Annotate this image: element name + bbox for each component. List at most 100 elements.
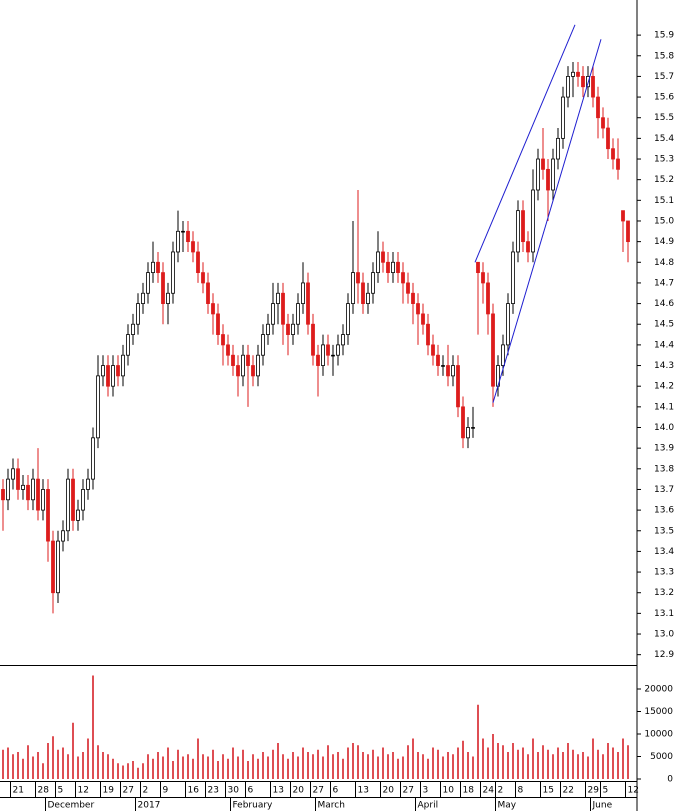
y-tick-label: 13.9 bbox=[654, 444, 674, 454]
candle-body bbox=[51, 540, 55, 594]
y-tick-label: 13.7 bbox=[654, 485, 674, 495]
candle-body bbox=[206, 282, 210, 304]
volume-bar bbox=[327, 745, 329, 779]
volume-bar bbox=[27, 745, 29, 779]
volume-bar bbox=[137, 767, 139, 779]
x-tick-label: 30 bbox=[228, 786, 240, 796]
volume-bar bbox=[127, 763, 129, 779]
volume-bar bbox=[257, 758, 259, 779]
volume-bar bbox=[197, 738, 199, 779]
volume-bar bbox=[317, 749, 319, 779]
volume-bar bbox=[172, 761, 174, 779]
candle-body bbox=[1, 489, 5, 501]
volume-bar bbox=[342, 758, 344, 779]
volume-bar bbox=[117, 763, 119, 779]
candle-body bbox=[621, 210, 625, 222]
candle-body bbox=[456, 365, 460, 408]
volume-bar bbox=[502, 745, 504, 779]
candle-body bbox=[346, 303, 350, 335]
y-tick-label: 15.2 bbox=[654, 175, 674, 185]
candle-body bbox=[536, 158, 540, 191]
volume-bar bbox=[542, 745, 544, 779]
candle-body bbox=[6, 478, 10, 501]
volume-bar bbox=[387, 754, 389, 779]
candle-body bbox=[501, 344, 505, 366]
volume-bar bbox=[347, 747, 349, 779]
candle-body bbox=[306, 282, 310, 325]
volume-bar bbox=[47, 743, 49, 779]
candle-body bbox=[491, 313, 495, 387]
volume-bar bbox=[322, 756, 324, 779]
x-tick-label: 27 bbox=[313, 786, 324, 796]
volume-bar bbox=[92, 675, 94, 779]
y-tick-label: 15000 bbox=[644, 707, 673, 717]
volume-bar bbox=[52, 736, 54, 779]
month-label: February bbox=[233, 801, 274, 811]
candle-body bbox=[176, 230, 180, 253]
candle-body bbox=[156, 261, 160, 274]
volume-bar bbox=[452, 754, 454, 779]
candle-body bbox=[446, 365, 450, 377]
volume-bar bbox=[587, 756, 589, 779]
y-tick-label: 14.6 bbox=[654, 299, 674, 309]
volume-bar bbox=[352, 743, 354, 779]
y-tick-label: 15.1 bbox=[654, 196, 674, 206]
candle-body bbox=[61, 530, 65, 542]
y-tick-label: 15.8 bbox=[654, 51, 674, 61]
y-tick-label: 15.9 bbox=[654, 31, 674, 41]
y-tick-label: 13.4 bbox=[654, 547, 674, 557]
volume-bar bbox=[152, 758, 154, 779]
candle-body bbox=[591, 76, 595, 98]
candle-body bbox=[71, 478, 75, 521]
x-tick-label: 8 bbox=[518, 786, 524, 796]
y-tick-label: 14.5 bbox=[654, 320, 674, 330]
candle-body bbox=[371, 272, 375, 294]
volume-bar bbox=[207, 756, 209, 779]
volume-bar bbox=[87, 738, 89, 779]
volume-bar bbox=[467, 752, 469, 779]
candle-body bbox=[566, 76, 570, 98]
candle-body bbox=[266, 323, 270, 335]
candle-body bbox=[166, 292, 170, 304]
volume-bar bbox=[547, 749, 549, 779]
month-label: June bbox=[592, 801, 613, 811]
volume-bar bbox=[232, 747, 234, 779]
candle-body bbox=[251, 365, 255, 377]
volume-bar bbox=[512, 743, 514, 779]
candle-body bbox=[121, 354, 125, 377]
volume-bar bbox=[157, 752, 159, 779]
candle-body bbox=[521, 210, 525, 243]
candle-body bbox=[66, 478, 70, 532]
candle-body bbox=[241, 354, 245, 377]
volume-bar bbox=[392, 752, 394, 779]
volume-bar bbox=[617, 752, 619, 779]
volume-bar bbox=[267, 756, 269, 779]
volume-bar bbox=[72, 722, 74, 779]
volume-bar bbox=[2, 749, 4, 779]
volume-bar bbox=[22, 758, 24, 779]
candle-body bbox=[596, 96, 600, 119]
candle-body bbox=[201, 272, 205, 284]
candle-body bbox=[391, 261, 395, 274]
candle-body bbox=[326, 344, 330, 356]
x-tick-label: 6 bbox=[248, 786, 254, 796]
candle-body bbox=[271, 303, 275, 325]
volume-bar bbox=[522, 747, 524, 779]
candle-body bbox=[466, 427, 470, 439]
volume-bar bbox=[382, 747, 384, 779]
volume-bar bbox=[147, 754, 149, 779]
x-tick-label: 21 bbox=[13, 786, 24, 796]
candle-body bbox=[351, 272, 355, 304]
candle-body bbox=[151, 261, 155, 274]
y-tick-label: 15.3 bbox=[654, 155, 674, 165]
candle-body bbox=[411, 292, 415, 304]
candle-body bbox=[301, 282, 305, 304]
volume-bar bbox=[67, 754, 69, 779]
x-tick-label: 28 bbox=[38, 786, 50, 796]
volume-bar bbox=[497, 743, 499, 779]
y-tick-label: 14.8 bbox=[654, 258, 674, 268]
volume-bar bbox=[132, 761, 134, 779]
candle-body bbox=[441, 365, 445, 367]
volume-bar bbox=[537, 752, 539, 779]
